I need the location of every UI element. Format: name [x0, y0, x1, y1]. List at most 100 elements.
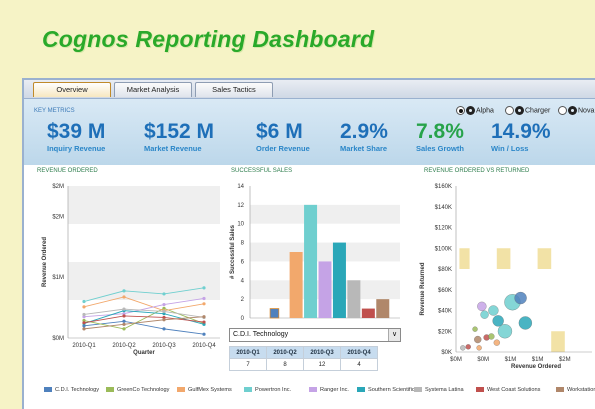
series-point	[202, 320, 206, 324]
x-axis-title: Revenue Ordered	[511, 364, 561, 370]
scatter-point	[488, 305, 499, 316]
series-point	[162, 306, 166, 310]
metric-market-share: 2.9% Market Share	[340, 121, 388, 154]
company-radio-alpha[interactable]: Alpha	[456, 106, 494, 115]
series-point	[162, 292, 166, 296]
legend-label: Southern Scientific	[368, 387, 415, 393]
series-point	[82, 312, 86, 317]
scatter-point	[465, 344, 471, 350]
key-metrics-bar: KEY METRICS Alpha Charger Nova $39 M Inq…	[24, 99, 595, 165]
y-tick-label: $0K	[441, 350, 452, 356]
x-tick-label: $1M	[505, 357, 517, 363]
series-line	[83, 308, 205, 318]
company-dropdown[interactable]: C.D.I. Technology ∨	[229, 328, 401, 342]
y-tick-label: 14	[237, 184, 244, 190]
scatter-point	[460, 345, 466, 351]
y-tick-label: $100K	[435, 246, 452, 252]
chart-legend: C.D.I. Technology GreenCo Technology GulfM…	[44, 387, 595, 399]
legend-item: C.D.I. Technology	[44, 387, 99, 393]
tab-overview[interactable]: Overview	[33, 82, 111, 97]
series-point	[202, 322, 206, 326]
legend-swatch	[44, 387, 52, 393]
grid-band	[250, 242, 400, 262]
series-point	[202, 315, 206, 319]
company-label-nova: Nova	[578, 107, 595, 115]
series-point	[82, 305, 86, 309]
series-point	[122, 314, 126, 318]
legend-swatch	[357, 387, 365, 393]
series-line	[83, 315, 205, 324]
highlight-band	[459, 248, 470, 269]
company-radio-nova[interactable]: Nova	[558, 106, 594, 115]
highlight-band	[496, 248, 511, 269]
bar	[289, 252, 303, 318]
legend-swatch	[244, 387, 252, 393]
x-tick-label: $1M	[532, 357, 544, 363]
metric-label: Inquiry Revenue	[47, 144, 106, 153]
scatter-point	[488, 333, 495, 340]
tab-sales-tactics[interactable]: Sales Tactics	[195, 82, 273, 97]
series-point	[122, 307, 126, 311]
grid-band	[68, 262, 220, 300]
table-header-cell: 2010-Q3	[303, 346, 341, 359]
y-tick-label: 8	[241, 241, 245, 247]
legend-label: Systema Latina	[425, 387, 464, 393]
dashboard-title: Cognos Reporting Dashboard	[42, 26, 375, 52]
key-metrics-label: KEY METRICS	[34, 108, 75, 114]
scatter-point	[492, 315, 504, 327]
legend-label: Powertron Inc.	[255, 387, 292, 393]
series-point	[82, 327, 86, 331]
company-radio-charger[interactable]: Charger	[505, 106, 550, 115]
metric-value: $152 M	[144, 120, 215, 143]
series-point	[162, 309, 166, 313]
tab-market-analysis[interactable]: Market Analysis	[114, 82, 192, 97]
x-tick-label: $0M	[477, 357, 489, 363]
series-point	[162, 327, 166, 331]
series-point	[162, 318, 166, 322]
series-point	[82, 324, 86, 328]
metric-value: 14.9%	[491, 120, 551, 143]
bar	[318, 261, 332, 318]
legend-item: Ranger Inc.	[309, 387, 349, 393]
y-tick-label: $140K	[435, 205, 452, 211]
x-tick-label: 2010-Q3	[152, 343, 176, 349]
y-tick-label: $0M	[52, 336, 64, 342]
table-cell: 8	[266, 358, 304, 371]
metric-value: 7.8%	[416, 120, 464, 143]
series-line	[83, 316, 205, 330]
highlight-band	[537, 248, 552, 269]
legend-label: GreenCo Technology	[117, 387, 170, 393]
revenue-ordered-line-chart: $0M $1M $2M $2M 2010-Q1 2010-Q2 2010-Q3 2010-Q4…	[42, 184, 220, 356]
legend-swatch	[414, 387, 422, 393]
series-point	[82, 299, 86, 304]
series-point	[122, 295, 126, 299]
y-tick-label: 4	[241, 278, 245, 284]
legend-label: Ranger Inc.	[320, 387, 349, 393]
metric-order-revenue: $6 M Order Revenue	[256, 121, 310, 154]
y-tick-label: $20K	[438, 329, 452, 335]
legend-item: GulfMex Systems	[177, 387, 232, 393]
highlight-band	[551, 331, 565, 352]
grid-band	[250, 204, 400, 224]
bar	[376, 299, 390, 318]
bar	[304, 204, 318, 318]
series-line	[83, 307, 205, 330]
legend-label: C.D.I. Technology	[55, 387, 100, 393]
y-tick-label: $60K	[438, 288, 452, 294]
x-axis-title: Quarter	[133, 350, 155, 356]
y-axis-title: Revenue Ordered	[42, 237, 48, 287]
series-point	[162, 302, 166, 307]
series-point	[82, 318, 86, 323]
tab-bar: Overview Market Analysis Sales Tactics	[24, 80, 595, 99]
y-tick-label: 10	[237, 222, 244, 228]
legend-item: Powertron Inc.	[244, 387, 291, 393]
scatter-point	[497, 324, 513, 339]
legend-swatch	[556, 387, 564, 393]
legend-swatch	[177, 387, 185, 393]
table-cell: 4	[340, 358, 378, 371]
chevron-down-icon[interactable]: ∨	[388, 329, 400, 341]
table-header-row: 2010-Q1 2010-Q2 2010-Q3 2010-Q4	[229, 346, 378, 359]
y-tick-label: $160K	[435, 184, 452, 190]
y-axis-title: # Successful Sales	[230, 224, 236, 279]
y-axis-title: Revenue Returned	[420, 262, 426, 315]
